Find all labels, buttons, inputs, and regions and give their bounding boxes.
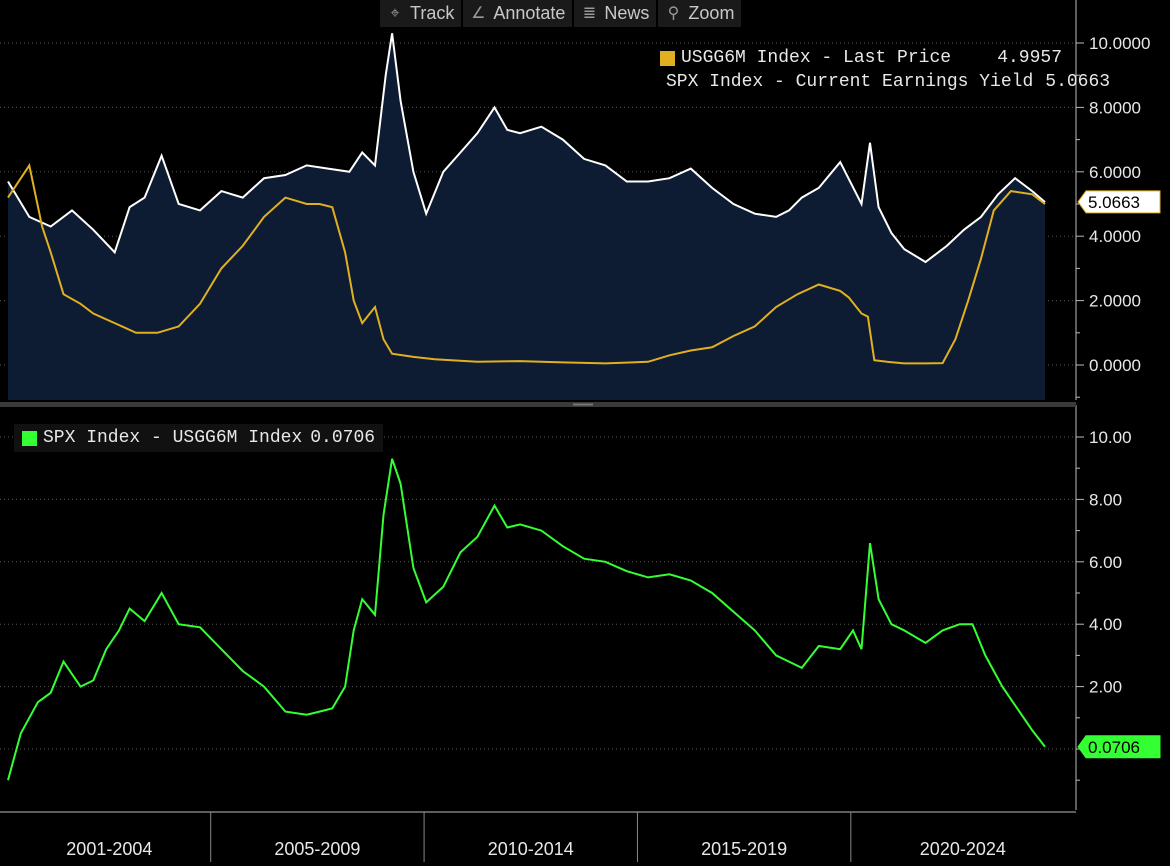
y-tick-label: 6.00: [1089, 553, 1122, 572]
x-tick-label: 2010-2014: [488, 839, 574, 859]
x-tick-label: 2001-2004: [66, 839, 152, 859]
y-tick-label: 8.0000: [1089, 98, 1141, 117]
last-value-tag-yield: 5.0663: [1077, 190, 1161, 214]
y-tick-label: 2.00: [1089, 678, 1122, 697]
last-value-text: 0.0706: [1088, 738, 1140, 757]
magnifier-icon: ⚲: [667, 5, 680, 22]
legend-bottom-panel: SPX Index - USGG6M Index 0.0706: [14, 424, 384, 452]
legend-value-usgg: 4.9957: [997, 48, 1062, 68]
last-value-flag: [1077, 735, 1161, 759]
x-tick-label: 2020-2024: [920, 839, 1006, 859]
pencil-icon: ∠: [471, 5, 486, 22]
annotate-button[interactable]: ∠ Annotate: [463, 0, 573, 27]
earnings-yield-line: [7, 33, 1046, 264]
news-icon: ≣: [582, 5, 597, 22]
spread-line: [7, 458, 1046, 781]
x-tick-label: 2005-2009: [274, 839, 360, 859]
panel-2: 10.008.006.004.002.000.000.0706: [0, 405, 1161, 810]
legend-value-spread: 0.0706: [310, 428, 376, 448]
legend-item-earnings-yield: SPX Index - Current Earnings Yield 5.066…: [660, 70, 1110, 94]
earnings-yield-area: [8, 33, 1045, 401]
panel-1: 10.0000 8.0000 6.0000 4.0000 2.0000 0.0000 5.0…: [0, 0, 1161, 401]
legend-item-spread: SPX Index - USGG6M Index 0.0706: [22, 426, 375, 450]
news-button[interactable]: ≣ News: [574, 0, 657, 27]
crosshair-icon: ⌖: [390, 5, 400, 22]
panel-divider: [0, 402, 1076, 407]
y-tick-label: 6.0000: [1089, 163, 1141, 182]
news-label: News: [604, 3, 650, 23]
y-tick-label: 0.0000: [1089, 356, 1141, 375]
x-tick-label: 2015-2019: [701, 839, 787, 859]
y-tick-label: 2.0000: [1089, 292, 1141, 311]
last-value-flag: [1077, 190, 1161, 214]
chart-toolbar: ⌖ Track ∠ Annotate ≣ News ⚲ Zoom: [380, 0, 742, 28]
legend-top-panel: USGG6M Index - Last Price 4.9957 SPX Ind…: [660, 44, 1110, 96]
y-tick-label: 4.00: [1089, 615, 1122, 634]
usgg6m-line: [7, 162, 1046, 365]
y-tick-label: 4.0000: [1089, 227, 1141, 246]
y-tick-label: 10.0000: [1089, 34, 1150, 53]
legend-label-usgg: USGG6M Index - Last Price: [681, 48, 952, 68]
usgg-swatch: [660, 50, 675, 66]
zoom-label: Zoom: [688, 3, 735, 23]
legend-label-spread: SPX Index - USGG6M Index: [43, 428, 303, 448]
zoom-button[interactable]: ⚲ Zoom: [658, 0, 742, 27]
legend-value-earnings-yield: 5.0663: [1045, 72, 1111, 92]
y-tick-label: 8.00: [1089, 490, 1122, 509]
last-value-text: 5.0663: [1088, 193, 1140, 212]
track-label: Track: [410, 3, 455, 23]
legend-label-earnings-yield: SPX Index - Current Earnings Yield: [666, 72, 1034, 92]
annotate-label: Annotate: [493, 3, 566, 23]
spread-swatch: [22, 430, 37, 446]
y-tick-label: 10.00: [1089, 428, 1132, 447]
legend-item-usgg: USGG6M Index - Last Price 4.9957: [660, 46, 1062, 70]
last-value-tag-spread: 0.0706: [1077, 735, 1161, 759]
track-button[interactable]: ⌖ Track: [380, 0, 462, 27]
